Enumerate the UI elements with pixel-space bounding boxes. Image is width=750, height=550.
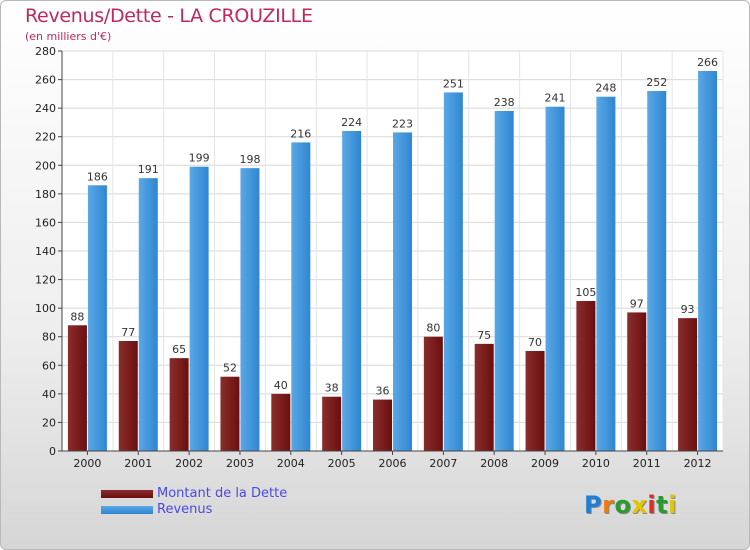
legend-label-dette: Montant de la Dette [157, 486, 288, 501]
y-tick-label: 160 [35, 216, 56, 229]
legend-swatch-revenus [101, 506, 153, 514]
bar-dette [220, 376, 240, 451]
x-tick-label: 2002 [175, 457, 203, 470]
data-label-dette: 75 [477, 329, 491, 342]
data-label-dette: 97 [630, 297, 644, 310]
data-label-dette: 65 [172, 343, 186, 356]
bar-revenus [393, 132, 412, 451]
y-tick-label: 260 [35, 74, 56, 87]
bar-dette [271, 393, 291, 451]
bar-revenus [596, 96, 616, 451]
data-label-dette: 77 [121, 326, 135, 339]
bar-dette [525, 351, 545, 451]
y-tick-label: 40 [42, 388, 56, 401]
y-tick-label: 120 [35, 274, 56, 287]
x-tick-label: 2006 [379, 457, 407, 470]
data-label-revenus: 216 [290, 127, 311, 140]
data-label-revenus: 266 [697, 56, 718, 69]
x-tick-label: 2001 [124, 457, 152, 470]
bar-revenus [240, 168, 260, 451]
data-label-revenus: 248 [595, 82, 616, 95]
bar-revenus [494, 111, 514, 451]
data-label-revenus: 251 [443, 77, 464, 90]
bar-dette [678, 318, 698, 451]
bar-revenus [138, 178, 158, 451]
bar-revenus [291, 142, 311, 451]
data-label-revenus: 241 [545, 92, 566, 105]
data-label-dette: 70 [528, 336, 542, 349]
grid-lines [61, 50, 724, 452]
bar-dette [169, 358, 189, 451]
chart-title: Revenus/Dette - LA CROUZILLE [25, 5, 313, 27]
y-tick-label: 220 [35, 131, 56, 144]
proxiti-logo: Proxiti [584, 491, 677, 519]
bar-dette [118, 341, 138, 451]
y-tick-label: 240 [35, 102, 56, 115]
data-label-dette: 40 [274, 379, 288, 392]
chart-subtitle: (en milliers d'€) [25, 30, 112, 43]
data-label-revenus: 198 [239, 153, 260, 166]
legend-swatch-dette [101, 490, 153, 498]
bar-dette [423, 336, 443, 451]
data-label-revenus: 191 [138, 163, 159, 176]
x-tick-label: 2003 [226, 457, 254, 470]
data-label-revenus: 252 [646, 76, 667, 89]
bar-dette [627, 312, 647, 451]
y-tick-label: 0 [49, 445, 56, 458]
x-tick-label: 2007 [429, 457, 457, 470]
bar-dette [67, 325, 87, 451]
x-tick-label: 2012 [684, 457, 712, 470]
data-label-dette: 105 [575, 286, 596, 299]
data-label-dette: 88 [70, 310, 84, 323]
x-tick-label: 2004 [277, 457, 305, 470]
data-label-dette: 36 [376, 385, 390, 398]
y-tick-label: 20 [42, 416, 56, 429]
x-tick-label: 2010 [582, 457, 610, 470]
data-label-revenus: 238 [494, 96, 515, 109]
bar-revenus [87, 185, 107, 452]
bar-revenus [443, 92, 463, 451]
bar-dette [474, 343, 494, 451]
data-label-dette: 93 [681, 303, 695, 316]
bars [67, 71, 718, 452]
x-tick-label: 2011 [633, 457, 661, 470]
y-tick-label: 140 [35, 245, 56, 258]
y-tick-label: 60 [42, 359, 56, 372]
bar-revenus [545, 106, 565, 451]
data-label-revenus: 199 [189, 152, 210, 165]
data-label-revenus: 223 [392, 117, 413, 130]
y-tick-label: 100 [35, 302, 56, 315]
x-tick-label: 2005 [328, 457, 356, 470]
legend-label-revenus: Revenus [157, 502, 213, 517]
x-tick-label: 2000 [73, 457, 101, 470]
y-tick-label: 200 [35, 159, 56, 172]
y-tick-label: 80 [42, 331, 56, 344]
data-label-revenus: 224 [341, 116, 362, 129]
x-tick-label: 2009 [531, 457, 559, 470]
bar-revenus [189, 166, 209, 451]
data-label-dette: 52 [223, 362, 237, 375]
axes [58, 50, 723, 455]
bar-revenus [342, 131, 362, 451]
labels: 0 20 40 60 80 100 120 140 160 180 200 220 240 260 280 8… [35, 45, 718, 470]
bar-dette [322, 396, 342, 451]
x-tick-label: 2008 [480, 457, 508, 470]
bar-dette [373, 399, 392, 451]
data-label-dette: 80 [426, 322, 440, 335]
y-tick-label: 180 [35, 188, 56, 201]
data-label-revenus: 186 [87, 170, 108, 183]
data-label-dette: 38 [325, 382, 339, 395]
y-tick-label: 280 [35, 45, 56, 58]
bar-revenus [647, 91, 667, 451]
bar-dette [576, 301, 596, 451]
bar-revenus [698, 71, 718, 451]
